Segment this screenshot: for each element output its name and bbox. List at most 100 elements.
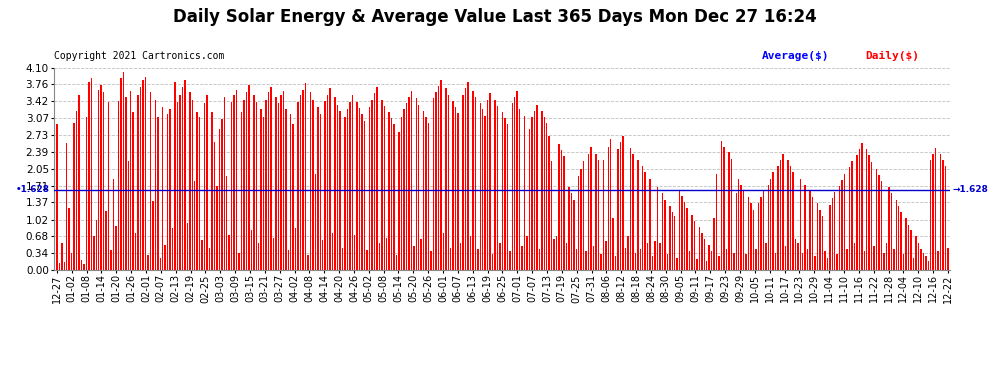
Bar — [189, 92, 190, 270]
Bar — [925, 256, 927, 270]
Bar — [204, 103, 205, 270]
Bar — [273, 238, 274, 270]
Bar — [145, 77, 147, 270]
Bar — [878, 175, 880, 270]
Bar — [255, 102, 257, 270]
Bar — [785, 246, 786, 270]
Bar — [671, 212, 673, 270]
Bar — [388, 112, 390, 270]
Bar — [253, 94, 254, 270]
Bar — [174, 82, 176, 270]
Bar — [684, 202, 685, 270]
Bar — [312, 100, 314, 270]
Bar — [443, 233, 445, 270]
Bar — [282, 91, 284, 270]
Bar — [364, 121, 365, 270]
Bar — [426, 117, 427, 270]
Bar — [418, 105, 420, 270]
Bar — [694, 220, 695, 270]
Bar — [537, 105, 538, 270]
Bar — [546, 123, 547, 270]
Bar — [837, 254, 838, 270]
Bar — [608, 147, 609, 270]
Bar — [770, 178, 771, 270]
Bar — [637, 160, 639, 270]
Bar — [578, 176, 579, 270]
Bar — [120, 78, 122, 270]
Bar — [529, 129, 531, 270]
Bar — [738, 178, 740, 270]
Bar — [110, 250, 112, 270]
Bar — [790, 166, 791, 270]
Bar — [704, 239, 705, 270]
Bar — [839, 186, 841, 270]
Bar — [408, 97, 410, 270]
Bar — [724, 147, 725, 270]
Bar — [381, 100, 382, 270]
Bar — [628, 236, 629, 270]
Bar — [179, 94, 181, 270]
Bar — [728, 153, 730, 270]
Bar — [489, 93, 491, 270]
Bar — [263, 117, 264, 270]
Bar — [910, 231, 912, 270]
Bar — [666, 254, 668, 270]
Bar — [640, 249, 641, 270]
Bar — [219, 129, 220, 270]
Bar — [731, 159, 732, 270]
Bar — [595, 154, 597, 270]
Bar — [68, 208, 70, 270]
Bar — [863, 251, 865, 270]
Bar — [873, 246, 875, 270]
Bar — [484, 116, 486, 270]
Bar — [618, 149, 619, 270]
Bar — [807, 249, 809, 270]
Bar — [942, 160, 943, 270]
Bar — [361, 114, 363, 270]
Bar — [507, 124, 508, 270]
Bar — [472, 91, 473, 270]
Bar — [777, 166, 779, 270]
Bar — [474, 97, 476, 270]
Text: Copyright 2021 Cartronics.com: Copyright 2021 Cartronics.com — [54, 51, 225, 61]
Bar — [96, 220, 97, 270]
Bar — [817, 203, 818, 270]
Bar — [143, 80, 144, 270]
Bar — [947, 248, 948, 270]
Bar — [295, 228, 296, 270]
Bar — [482, 110, 483, 270]
Bar — [893, 249, 895, 270]
Bar — [755, 249, 756, 270]
Bar — [71, 253, 72, 270]
Bar — [603, 160, 604, 270]
Bar — [625, 248, 627, 270]
Bar — [464, 88, 466, 270]
Bar — [325, 101, 326, 270]
Bar — [765, 243, 766, 270]
Bar — [679, 190, 680, 270]
Bar — [167, 114, 168, 270]
Bar — [795, 239, 796, 270]
Bar — [588, 154, 589, 270]
Bar — [615, 256, 617, 270]
Bar — [901, 212, 902, 270]
Bar — [721, 141, 723, 270]
Bar — [741, 185, 742, 270]
Bar — [920, 249, 922, 270]
Bar — [689, 251, 690, 270]
Bar — [714, 218, 715, 270]
Bar — [428, 123, 430, 270]
Bar — [644, 172, 645, 270]
Bar — [669, 206, 670, 270]
Bar — [335, 97, 336, 270]
Bar — [938, 251, 939, 270]
Bar — [642, 166, 644, 270]
Bar — [590, 147, 592, 270]
Bar — [310, 92, 311, 270]
Bar — [345, 117, 346, 270]
Bar — [423, 111, 425, 270]
Bar — [187, 223, 188, 270]
Bar — [152, 201, 153, 270]
Bar — [519, 110, 521, 270]
Bar — [436, 92, 437, 270]
